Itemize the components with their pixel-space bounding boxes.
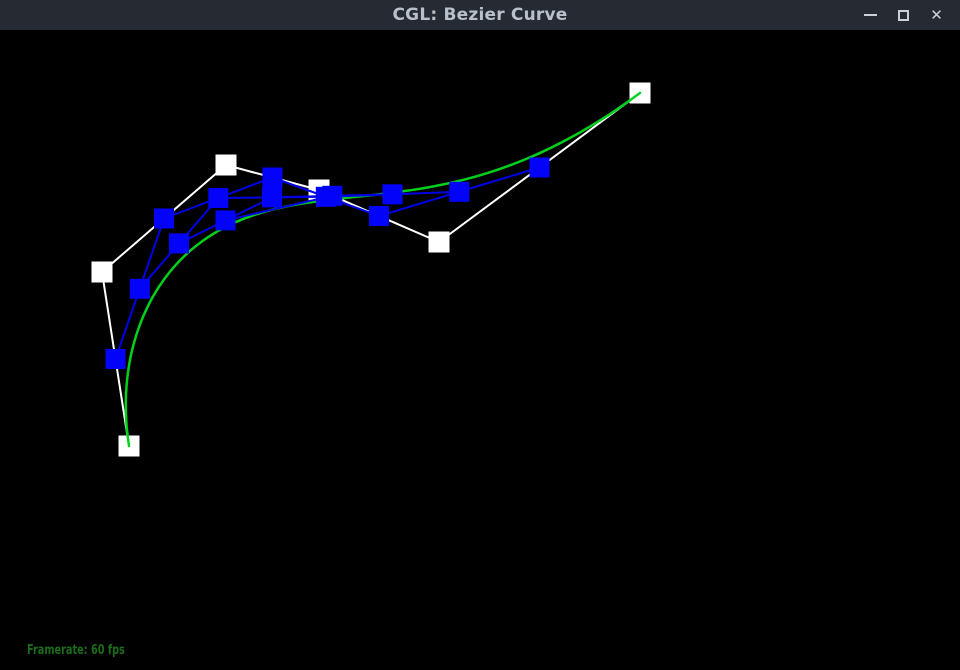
intermediate-point: [105, 349, 126, 369]
control-point[interactable]: [91, 261, 113, 283]
window-controls: ✕: [854, 0, 960, 30]
intermediate-point: [322, 185, 343, 206]
intermediate-point: [154, 208, 174, 229]
intermediate-point: [215, 210, 236, 231]
intermediate-point: [169, 233, 189, 254]
minimize-icon: [864, 14, 877, 16]
minimize-button[interactable]: [854, 0, 887, 30]
bezier-curve-path: [124, 91, 642, 448]
intermediate-point: [129, 278, 150, 299]
intermediate-point: [262, 167, 283, 188]
intermediate-point: [208, 188, 229, 208]
maximize-button[interactable]: [887, 0, 920, 30]
intermediate-point: [382, 184, 403, 205]
intermediate-point: [529, 157, 550, 178]
window-title: CGL: Bezier Curve: [392, 5, 568, 25]
titlebar: CGL: Bezier Curve ✕: [0, 0, 960, 30]
intermediate-polyline-level-4: [225, 194, 333, 222]
control-polygon-line: [100, 92, 641, 447]
maximize-icon: [898, 9, 909, 21]
close-button[interactable]: ✕: [920, 0, 953, 30]
control-point[interactable]: [428, 231, 450, 253]
framerate-label: Framerate: 60 fps: [27, 642, 125, 658]
intermediate-point: [262, 187, 282, 208]
control-point[interactable]: [215, 154, 237, 176]
intermediate-point: [369, 206, 389, 226]
close-icon: ✕: [930, 5, 943, 24]
intermediate-point: [449, 181, 470, 202]
